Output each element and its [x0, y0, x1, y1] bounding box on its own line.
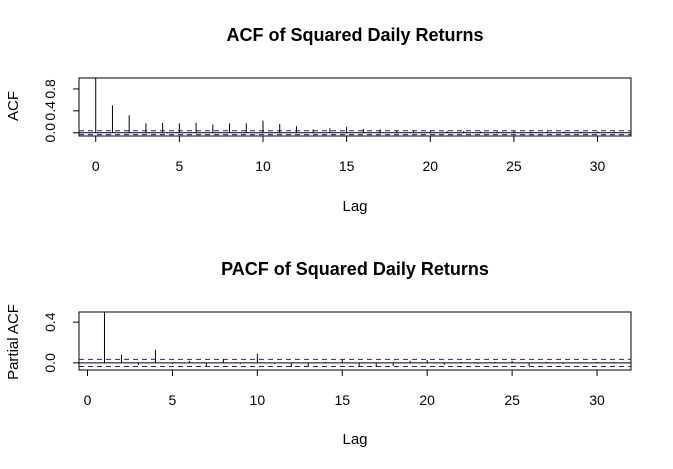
- acf-plot-frame: [78, 77, 632, 137]
- acf-x-tick-label-20: 20: [422, 158, 438, 174]
- acf-x-tick-label-15: 15: [339, 158, 355, 174]
- pacf-x-axis: 0 5 10 15 20 25 30: [84, 370, 605, 408]
- pacf-x-tick-label-5: 5: [169, 392, 177, 408]
- pacf-x-tick-label-25: 25: [504, 392, 520, 408]
- acf-x-tick-label-10: 10: [255, 158, 271, 174]
- pacf-ci-lines: [79, 358, 631, 367]
- pacf-x-tick-label-20: 20: [419, 392, 435, 408]
- acf-y-tick-label-0.8: 0.8: [42, 79, 58, 99]
- acf-x-tick-label-25: 25: [506, 158, 522, 174]
- acf-x-tick-label-0: 0: [92, 158, 100, 174]
- pacf-x-label: Lag: [342, 431, 367, 448]
- acf-x-axis: 0 5 10 15 20 25 30: [92, 136, 606, 174]
- acf-ci-lines: [79, 130, 631, 136]
- acf-x-label: Lag: [342, 198, 367, 215]
- pacf-x-tick-label-0: 0: [84, 392, 92, 408]
- pacf-spikes: [103, 312, 615, 367]
- acf-spikes: [95, 78, 615, 133]
- acf-title: ACF of Squared Daily Returns: [226, 25, 483, 45]
- pacf-panel: PACF of Squared Daily Returns Lag Partia…: [5, 259, 632, 448]
- pacf-plot-frame: [78, 311, 632, 371]
- pacf-y-tick-label-0.0: 0.0: [42, 353, 58, 373]
- acf-x-tick-label-30: 30: [590, 158, 606, 174]
- pacf-title: PACF of Squared Daily Returns: [221, 259, 489, 279]
- pacf-x-tick-label-10: 10: [250, 392, 266, 408]
- acf-panel: ACF of Squared Daily Returns Lag ACF 0 5 1…: [5, 25, 632, 215]
- acf-y-tick-label-0.0: 0.0: [42, 123, 58, 143]
- pacf-x-tick-label-30: 30: [589, 392, 605, 408]
- pacf-y-label: Partial ACF: [5, 304, 22, 380]
- pacf-y-tick-label-0.4: 0.4: [42, 312, 58, 332]
- pacf-y-axis: 0.0 0.4: [42, 312, 79, 373]
- pacf-x-tick-label-15: 15: [334, 392, 350, 408]
- acf-x-tick-label-5: 5: [175, 158, 183, 174]
- acf-y-label: ACF: [5, 91, 22, 121]
- acf-y-tick-label-0.4: 0.4: [42, 101, 58, 121]
- acf-y-axis: 0.0 0.4 0.8: [42, 79, 79, 142]
